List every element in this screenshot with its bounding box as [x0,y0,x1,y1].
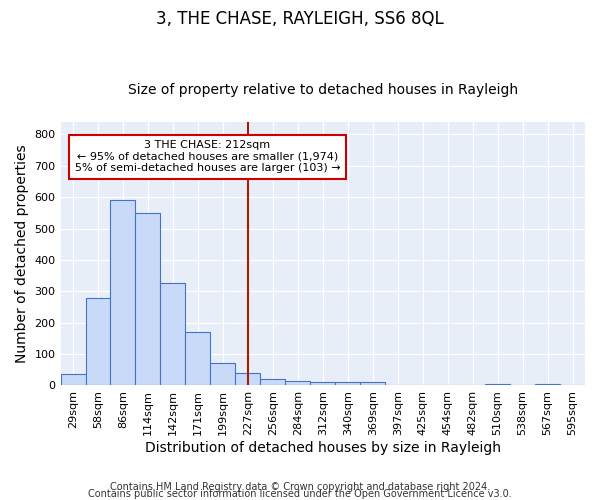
X-axis label: Distribution of detached houses by size in Rayleigh: Distribution of detached houses by size … [145,441,501,455]
Bar [211,364,235,386]
Bar [485,384,510,386]
Title: Size of property relative to detached houses in Rayleigh: Size of property relative to detached ho… [128,83,518,97]
Text: 3, THE CHASE, RAYLEIGH, SS6 8QL: 3, THE CHASE, RAYLEIGH, SS6 8QL [156,10,444,28]
Bar [335,382,360,386]
Bar [310,382,335,386]
Bar [360,382,385,386]
Text: Contains HM Land Registry data © Crown copyright and database right 2024.: Contains HM Land Registry data © Crown c… [110,482,490,492]
Bar [86,298,110,386]
Bar [260,379,286,386]
Text: 3 THE CHASE: 212sqm
← 95% of detached houses are smaller (1,974)
5% of semi-deta: 3 THE CHASE: 212sqm ← 95% of detached ho… [74,140,340,173]
Bar [235,373,260,386]
Text: Contains public sector information licensed under the Open Government Licence v3: Contains public sector information licen… [88,489,512,499]
Bar [136,213,160,386]
Y-axis label: Number of detached properties: Number of detached properties [15,144,29,363]
Bar [286,380,310,386]
Bar [110,200,136,386]
Bar [185,332,211,386]
Bar [535,384,560,386]
Bar [160,284,185,386]
Bar [61,374,86,386]
